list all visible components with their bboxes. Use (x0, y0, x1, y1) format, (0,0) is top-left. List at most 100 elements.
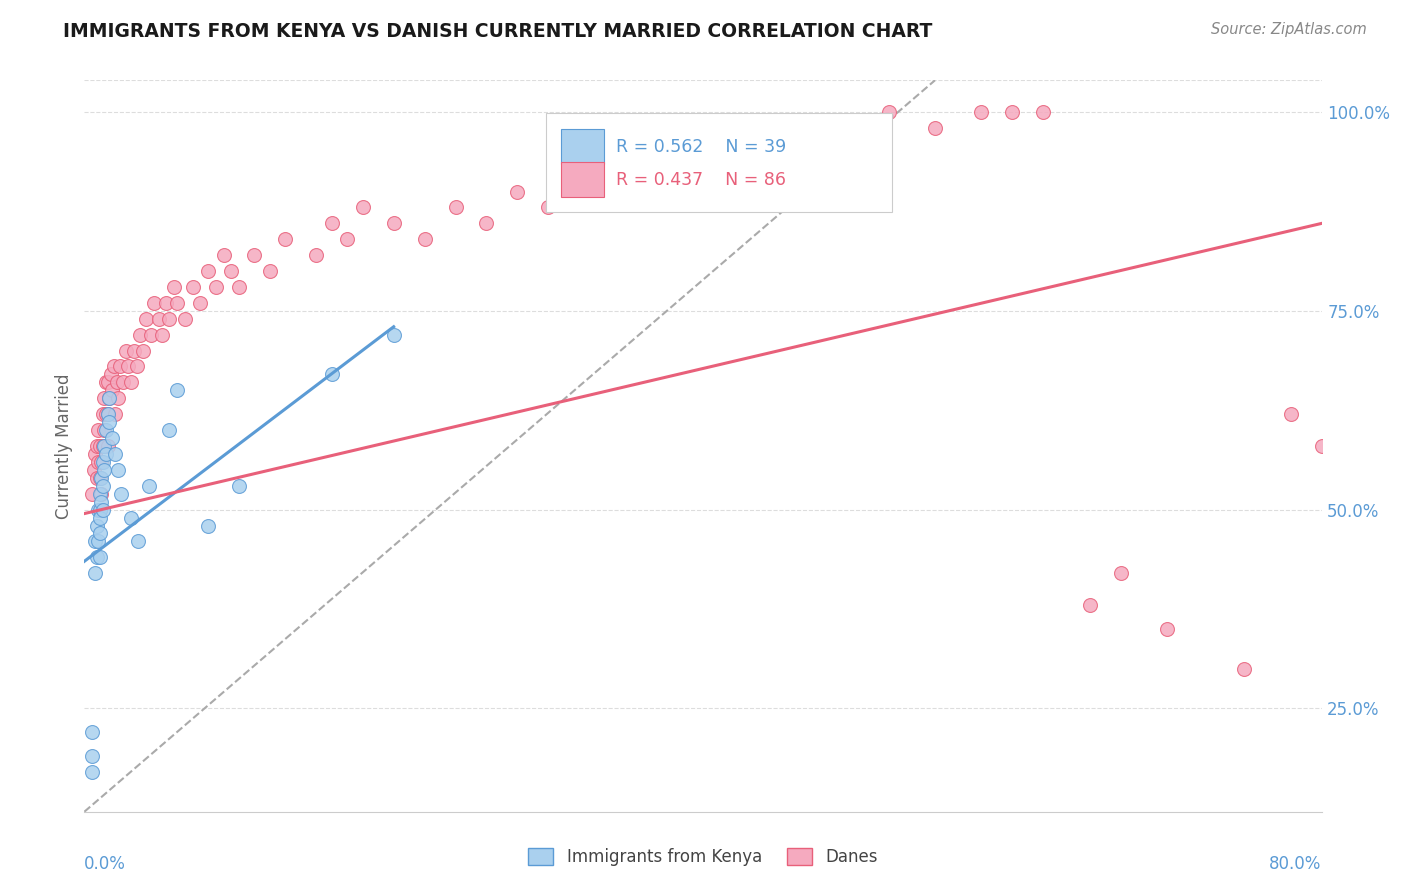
Point (155, 296, 177, 310)
Point (115, 343, 138, 358)
FancyBboxPatch shape (561, 162, 605, 197)
Point (89, 486, 111, 500)
Point (1078, 598, 1101, 612)
Point (105, 376, 128, 390)
Point (166, 384, 188, 398)
Point (444, 201, 467, 215)
Text: 0.0%: 0.0% (84, 855, 127, 873)
Point (382, 216, 405, 230)
Point (274, 232, 297, 246)
Point (94, 423, 117, 437)
Point (1032, 105, 1054, 120)
Point (91, 502, 114, 516)
Point (93, 439, 115, 453)
Point (614, 185, 637, 199)
Point (132, 343, 155, 358)
Point (86, 439, 108, 453)
Point (769, 153, 792, 167)
Point (1109, 566, 1132, 581)
Point (150, 327, 173, 342)
Point (108, 359, 131, 374)
Point (120, 376, 142, 390)
Text: R = 0.437    N = 86: R = 0.437 N = 86 (616, 170, 786, 189)
Point (93, 392, 115, 406)
Point (89, 471, 111, 485)
Point (96, 376, 118, 390)
Point (104, 447, 127, 461)
Point (159, 311, 180, 326)
Point (91, 439, 114, 453)
Point (228, 280, 250, 294)
Point (87, 534, 110, 549)
Point (98, 392, 121, 406)
FancyBboxPatch shape (561, 129, 605, 164)
Point (120, 510, 142, 524)
Point (90, 486, 112, 500)
Point (197, 518, 219, 533)
Point (107, 463, 129, 477)
Point (129, 327, 152, 342)
Point (103, 359, 125, 374)
Point (188, 296, 211, 310)
Point (143, 296, 166, 310)
Point (148, 311, 170, 326)
Point (846, 136, 869, 151)
Point (96, 407, 118, 421)
Point (104, 407, 127, 421)
Point (98, 392, 121, 406)
Point (181, 280, 204, 294)
Point (382, 327, 405, 342)
Point (86, 471, 108, 485)
Point (98, 415, 121, 429)
Point (1001, 105, 1024, 120)
Point (475, 216, 498, 230)
Point (89, 502, 111, 516)
Point (877, 105, 900, 120)
Text: 80.0%: 80.0% (1270, 855, 1322, 873)
Point (135, 311, 157, 326)
Point (692, 169, 714, 183)
Point (1310, 439, 1333, 453)
Point (336, 232, 359, 246)
Point (86, 550, 108, 565)
Point (96, 439, 118, 453)
Point (82, 749, 104, 764)
Point (122, 343, 145, 358)
Point (82, 725, 104, 739)
Point (661, 153, 683, 167)
Text: R = 0.562    N = 39: R = 0.562 N = 39 (616, 138, 786, 156)
Point (243, 248, 266, 262)
Point (89, 526, 111, 541)
FancyBboxPatch shape (546, 113, 893, 212)
Point (305, 248, 328, 262)
Point (84, 447, 107, 461)
Point (107, 392, 129, 406)
Point (91, 479, 114, 493)
Point (82, 486, 104, 500)
Point (125, 359, 148, 374)
Point (90, 471, 112, 485)
Point (117, 359, 139, 374)
Point (91, 407, 114, 421)
Point (321, 368, 343, 382)
Point (89, 502, 111, 516)
Point (219, 264, 242, 278)
Point (94, 376, 117, 390)
Point (537, 201, 560, 215)
Y-axis label: Currently Married: Currently Married (55, 373, 73, 519)
Point (970, 105, 993, 120)
Point (82, 764, 104, 779)
Point (91, 455, 114, 469)
Point (83, 463, 105, 477)
Point (163, 280, 186, 294)
Point (84, 534, 107, 549)
Point (166, 296, 188, 310)
Point (112, 376, 135, 390)
Point (138, 479, 160, 493)
Legend: Immigrants from Kenya, Danes: Immigrants from Kenya, Danes (522, 841, 884, 873)
Point (127, 534, 149, 549)
Point (101, 384, 124, 398)
Point (90, 455, 112, 469)
Point (101, 431, 124, 445)
Point (139, 327, 162, 342)
